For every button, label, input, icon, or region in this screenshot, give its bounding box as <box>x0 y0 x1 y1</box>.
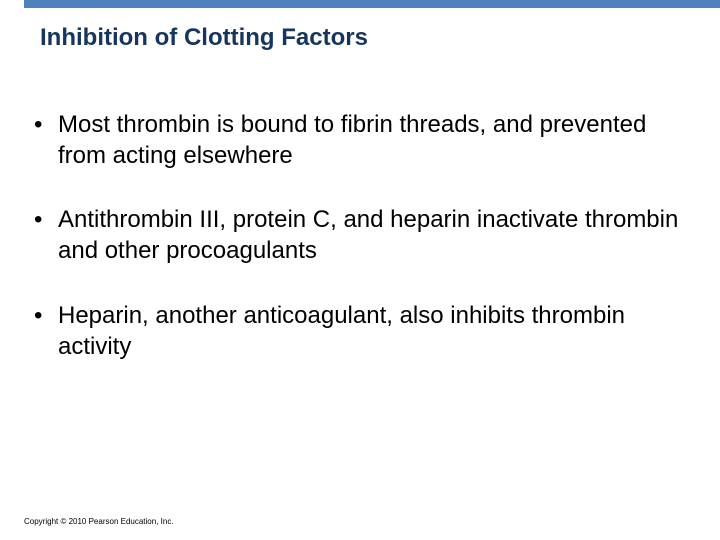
bullet-marker: • <box>34 110 58 171</box>
slide-title: Inhibition of Clotting Factors <box>40 24 368 52</box>
list-item: • Antithrombin III, protein C, and hepar… <box>34 205 680 266</box>
bullet-text: Antithrombin III, protein C, and heparin… <box>58 205 680 266</box>
bullet-marker: • <box>34 301 58 362</box>
bullet-marker: • <box>34 205 58 266</box>
bullet-text: Most thrombin is bound to fibrin threads… <box>58 110 680 171</box>
copyright-text: Copyright © 2010 Pearson Education, Inc. <box>24 517 174 526</box>
list-item: • Most thrombin is bound to fibrin threa… <box>34 110 680 171</box>
accent-bar <box>24 0 720 8</box>
list-item: • Heparin, another anticoagulant, also i… <box>34 301 680 362</box>
bullet-list: • Most thrombin is bound to fibrin threa… <box>34 110 680 396</box>
bullet-text: Heparin, another anticoagulant, also inh… <box>58 301 680 362</box>
